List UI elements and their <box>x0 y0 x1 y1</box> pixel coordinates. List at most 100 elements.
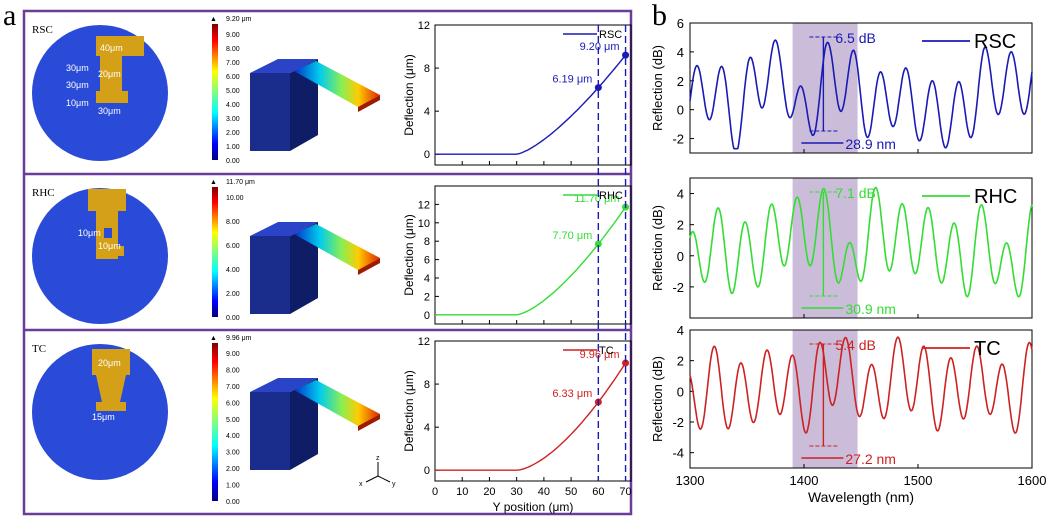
colorbar <box>212 24 218 160</box>
deflection-curve <box>435 206 627 316</box>
cantilever-shape <box>100 56 122 91</box>
cantilever-shape <box>96 246 124 256</box>
data-point-label: 9.96 μm <box>580 349 620 361</box>
y-tick-label: 2 <box>677 74 684 89</box>
data-point-label: 6.19 μm <box>552 74 592 86</box>
colorbar-tick: 5.00 <box>226 417 240 424</box>
cantilever-shape <box>96 375 126 402</box>
y-tick-label: 6 <box>424 255 430 267</box>
colorbar-tick: 9.00 <box>226 351 240 358</box>
colorbar-arrow-icon: ▲ <box>210 16 217 23</box>
colorbar-arrow-icon: ▲ <box>210 335 217 342</box>
dip-label: 7.1 dB <box>835 185 875 201</box>
dimension-label: 30μm <box>66 63 89 73</box>
y-tick-label: -2 <box>672 280 684 295</box>
plot-frame <box>434 340 632 482</box>
data-point-label: 11.70 μm <box>574 193 619 205</box>
y-tick-label: -4 <box>672 446 684 461</box>
colorbar-tick: 4.00 <box>226 433 240 440</box>
y-tick-label: 8 <box>424 379 430 391</box>
y-tick-label: 2 <box>677 218 684 233</box>
colorbar-tick: 0.00 <box>226 158 240 165</box>
y-tick-label: 8 <box>424 63 430 75</box>
deflection-curve <box>435 54 627 155</box>
x-tick-label: 30 <box>511 486 523 498</box>
data-point-label: 7.70 μm <box>552 230 592 242</box>
triad-label: y <box>392 481 396 488</box>
colorbar-tick: 9.00 <box>226 32 240 39</box>
block-top <box>250 378 318 392</box>
axes-triad-icon: z x y <box>359 455 396 488</box>
y-tick-label: 2 <box>677 354 684 369</box>
y-axis-label: Reflection (dB) <box>650 205 665 291</box>
legend-label: RSC <box>599 29 622 41</box>
colorbar-tick: 8.00 <box>226 46 240 53</box>
y-axis-label: Reflection (dB) <box>650 45 665 131</box>
block-front <box>250 392 290 470</box>
colorbar-tick: 3.00 <box>226 450 240 457</box>
plot-frame <box>434 24 632 166</box>
dimension-label: 40μm <box>100 43 123 53</box>
legend-label: RHC <box>599 190 623 202</box>
cantilever-tip <box>358 258 380 275</box>
colorbar-tick: 1.00 <box>226 144 240 151</box>
reflection-curve <box>689 336 1033 434</box>
x-tick-label: 60 <box>592 486 604 498</box>
plot-frame <box>689 22 1033 154</box>
colorbar-tick: 7.00 <box>226 384 240 391</box>
cantilever-tip <box>358 414 380 431</box>
block-side <box>290 59 318 151</box>
x-tick-label: 10 <box>456 486 468 498</box>
cantilever-tip <box>358 95 380 112</box>
colorbar-tick: 6.00 <box>226 400 240 407</box>
y-tick-label: 0 <box>424 310 430 322</box>
x-tick-label: 1500 <box>904 473 933 488</box>
dip-label: 5.4 dB <box>835 337 875 353</box>
colorbar-tick: 3.00 <box>226 116 240 123</box>
y-tick-label: 4 <box>424 273 430 285</box>
dimension-label: 15μm <box>92 412 115 422</box>
y-tick-label: 12 <box>418 199 430 211</box>
width-label: 30.9 nm <box>845 301 896 317</box>
legend-label: RHC <box>974 186 1017 208</box>
row-label: RHC <box>32 187 55 199</box>
y-axis-label: Deflection (μm) <box>402 54 416 136</box>
cantilever-shape <box>96 36 144 56</box>
colorbar-tick: 7.00 <box>226 60 240 67</box>
row-rhc: RHC 10μm 10μm ▲ 11.70 μm 10.00 8.00 6.00 4.00 2.0… <box>32 179 380 324</box>
y-tick-label: 0 <box>424 149 430 161</box>
plot-frame <box>689 177 1033 319</box>
colorbar-max-label: 11.70 μm <box>226 179 255 186</box>
legend-label: TC <box>974 338 1001 360</box>
panel-a-rows: RSC 40μm 30μm 30μm 20μm 10μm 30μm ▲ 9.20 μm 9.00 8… <box>32 16 632 514</box>
y-tick-label: 10 <box>418 218 430 230</box>
row-rsc: RSC 40μm 30μm 30μm 20μm 10μm 30μm ▲ 9.20 μm 9.00 8… <box>32 16 380 165</box>
dimension-label: 10μm <box>66 98 89 108</box>
y-axis-label: Deflection (μm) <box>402 214 416 296</box>
deflection-chart-tc: 0 4 8 12 Deflection (μm) 0 10 20 30 40 50 60 70 6.33 … <box>402 336 632 514</box>
plot-frame <box>434 185 632 325</box>
y-tick-label: 12 <box>418 336 430 348</box>
y-tick-label: 2 <box>424 291 430 303</box>
y-tick-label: 4 <box>677 187 684 202</box>
y-tick-label: 0 <box>677 103 684 118</box>
colorbar-tick: 2.00 <box>226 466 240 473</box>
colorbar-max-label: 9.96 μm <box>226 335 252 342</box>
cantilever-hole <box>104 228 112 238</box>
y-tick-label: 0 <box>677 249 684 264</box>
plot-frame <box>689 329 1033 469</box>
dimension-label: 30μm <box>98 106 121 116</box>
x-axis-label: Wavelength (nm) <box>808 489 914 505</box>
y-tick-label: 0 <box>424 465 430 477</box>
colorbar-tick: 6.00 <box>226 74 240 81</box>
dimension-label: 10μm <box>78 228 101 238</box>
dimension-label: 10μm <box>98 241 121 251</box>
colorbar-tick: 8.00 <box>226 367 240 374</box>
row-label: TC <box>32 343 46 355</box>
panel-a-label: a <box>3 0 16 32</box>
y-axis-label: Reflection (dB) <box>650 356 665 442</box>
y-tick-label: 0 <box>677 384 684 399</box>
y-axis-label: Deflection (μm) <box>402 370 416 452</box>
x-tick-label: 1300 <box>676 473 705 488</box>
